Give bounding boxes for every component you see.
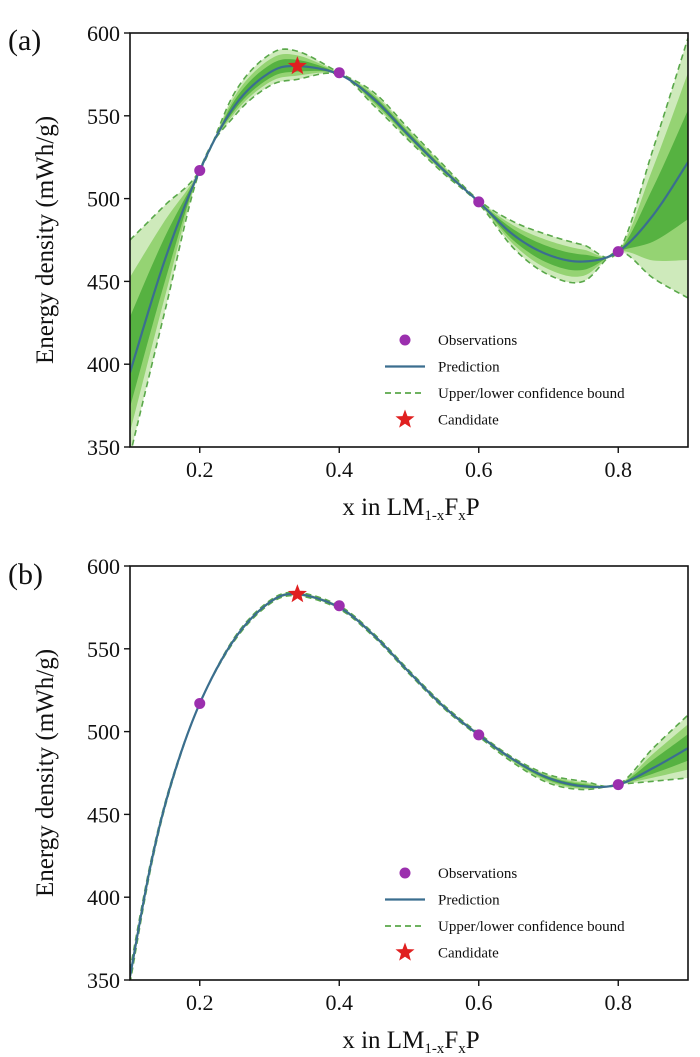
x-axis-title-sub1: 1-x xyxy=(424,508,444,524)
x-axis-title: x in LM1-xFxP xyxy=(342,1027,479,1057)
y-tick-label: 500 xyxy=(87,187,120,212)
y-axis-title: Energy density (mWh/g) xyxy=(32,116,59,364)
plot-area xyxy=(130,584,688,980)
y-tick-label: 350 xyxy=(87,435,120,460)
y-tick-label: 350 xyxy=(87,968,120,993)
x-tick-label: 0.8 xyxy=(605,457,633,482)
prediction-line xyxy=(130,64,688,373)
x-axis-title-mid: F xyxy=(444,1027,458,1054)
observation-point xyxy=(612,246,624,258)
panel-label: (b) xyxy=(8,558,43,591)
candidate-star xyxy=(287,56,307,75)
x-axis-title-suffix: P xyxy=(466,494,480,521)
legend-label: Prediction xyxy=(438,360,500,376)
legend-label: Upper/lower confidence bound xyxy=(438,919,625,935)
observation-point xyxy=(612,779,624,791)
x-axis-title-sub2: x xyxy=(458,508,466,524)
y-tick-label: 600 xyxy=(87,21,120,46)
x-axis-title: x in LM1-xFxP xyxy=(342,494,479,524)
axes-frame xyxy=(129,565,689,981)
legend-candidate-star xyxy=(395,942,415,961)
y-tick-label: 400 xyxy=(87,352,120,377)
x-tick-label: 0.8 xyxy=(605,990,633,1015)
y-tick-label: 550 xyxy=(87,637,120,662)
legend: Observations Prediction Upper/lower confid… xyxy=(385,866,625,962)
observation-point xyxy=(473,729,485,741)
candidate-star xyxy=(287,584,307,603)
observation-point xyxy=(194,697,206,709)
panel-label: (a) xyxy=(8,24,41,57)
x-tick-label: 0.4 xyxy=(326,990,354,1015)
y-tick-label: 500 xyxy=(87,720,120,745)
legend-label: Observations xyxy=(438,866,517,882)
legend-observation-marker xyxy=(399,334,411,346)
x-axis-title-sub1: 1-x xyxy=(424,1041,444,1057)
y-tick-label: 550 xyxy=(87,104,120,129)
lower-bound-line xyxy=(131,72,688,447)
y-tick-label: 400 xyxy=(87,885,120,910)
plot-area xyxy=(130,37,688,447)
axes-frame xyxy=(129,32,689,448)
observation-point xyxy=(333,67,345,79)
x-tick-label: 0.2 xyxy=(186,457,214,482)
legend-label: Prediction xyxy=(438,893,500,909)
upper-bound-line xyxy=(130,591,688,971)
x-tick-label: 0.2 xyxy=(186,990,214,1015)
x-axis-title-prefix: x in LM xyxy=(342,494,424,521)
legend-label: Candidate xyxy=(438,413,499,429)
legend-label: Observations xyxy=(438,333,517,349)
y-tick-label: 450 xyxy=(87,269,120,294)
y-tick-label: 600 xyxy=(87,554,120,579)
x-tick-label: 0.4 xyxy=(326,457,354,482)
chart-panel-a: (a) 0.2 0.4 0.6 0.8 350 400 450 500 550 600 x in LM… xyxy=(8,21,689,524)
legend-label: Upper/lower confidence bound xyxy=(438,386,625,402)
observation-point xyxy=(473,196,485,208)
observation-point xyxy=(194,164,206,176)
x-axis-title-suffix: P xyxy=(466,1027,480,1054)
x-tick-label: 0.6 xyxy=(465,990,493,1015)
confidence-band-middle xyxy=(130,53,688,433)
legend-observation-marker xyxy=(399,867,411,879)
upper-bound-line xyxy=(130,37,688,259)
observation-point xyxy=(333,600,345,612)
prediction-line xyxy=(130,592,688,977)
y-tick-label: 450 xyxy=(87,802,120,827)
legend-label: Candidate xyxy=(438,946,499,962)
x-axis-title-mid: F xyxy=(444,494,458,521)
x-axis-title-prefix: x in LM xyxy=(342,1027,424,1054)
x-axis-title-sub2: x xyxy=(458,1041,466,1057)
confidence-band-inner xyxy=(130,59,688,408)
legend: Observations Prediction Upper/lower confid… xyxy=(385,333,625,429)
chart-panel-b: (b) 0.2 0.4 0.6 0.8 350 400 450 500 550 600 x in LM… xyxy=(8,554,689,1057)
x-tick-label: 0.6 xyxy=(465,457,493,482)
y-axis-title: Energy density (mWh/g) xyxy=(32,649,59,897)
legend-candidate-star xyxy=(395,409,415,428)
